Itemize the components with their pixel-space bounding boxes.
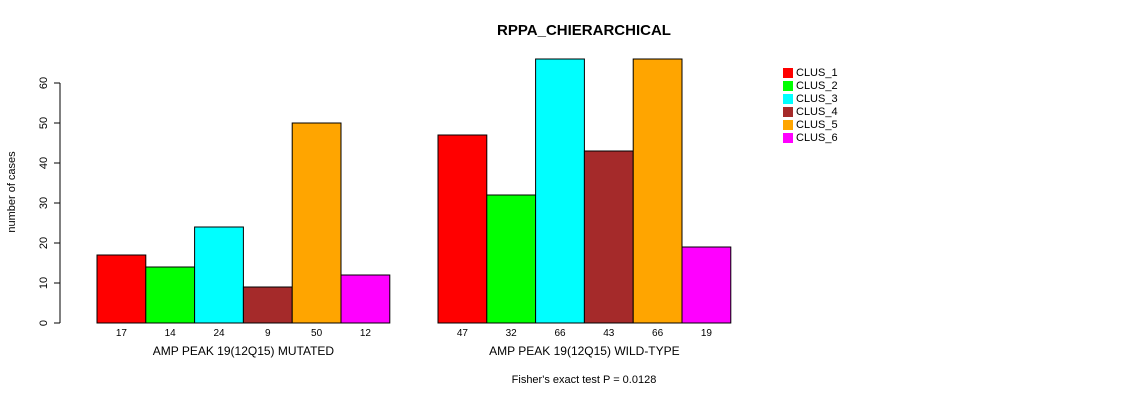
legend-label: CLUS_3: [796, 92, 838, 105]
fisher-test-annotation: Fisher's exact test P = 0.0128: [512, 374, 657, 386]
bar-value-label: 47: [457, 328, 469, 339]
bar-value-label: 19: [701, 328, 713, 339]
chart-title: RPPA_CHIERARCHICAL: [497, 22, 671, 39]
bar-clus-2-group-2: [486, 194, 537, 324]
y-axis: 0 10 20 30 40 50 60: [38, 77, 61, 326]
legend-swatch: [783, 106, 793, 117]
bar-clus-3-group-2: [535, 58, 585, 324]
y-tick-label: 0: [38, 320, 50, 326]
bar-clus-6-group-1: [340, 274, 391, 324]
bar-clus-2-group-1: [145, 266, 196, 324]
y-tick-label: 50: [38, 117, 50, 129]
x-labels-group: 17 14 24 9 50 12 AMP PEAK 19(12Q15) MUTATED 47 3…: [116, 328, 713, 358]
legend-item-clus-5: CLUS_5: [783, 118, 838, 131]
legend-swatch: [783, 80, 793, 91]
legend-item-clus-6: CLUS_6: [783, 131, 838, 144]
legend-item-clus-3: CLUS_3: [783, 92, 838, 105]
legend-item-clus-2: CLUS_2: [783, 79, 838, 92]
bar-clus-4-group-1: [242, 286, 293, 324]
legend-label: CLUS_1: [796, 66, 838, 79]
group-label-1: AMP PEAK 19(12Q15) MUTATED: [153, 344, 335, 358]
bar-clus-4-group-2: [583, 150, 634, 324]
legend-label: CLUS_2: [796, 79, 838, 92]
legend-item-clus-1: CLUS_1: [783, 66, 838, 79]
bar-clus-1-group-1: [96, 254, 147, 324]
y-axis-label: number of cases: [6, 151, 18, 233]
bar-clus-1-group-2: [437, 134, 488, 324]
bar-value-label: 43: [603, 328, 615, 339]
y-tick-label: 30: [38, 197, 50, 209]
legend-swatch: [783, 132, 793, 143]
legend-label: CLUS_6: [796, 131, 838, 144]
bar-value-label: 66: [652, 328, 664, 339]
y-tick-label: 40: [38, 157, 50, 169]
bar-clus-3-group-1: [194, 226, 244, 324]
bar-value-label: 32: [506, 328, 518, 339]
legend-swatch: [783, 67, 793, 78]
bar-value-label: 12: [360, 328, 372, 339]
bar-value-label: 14: [165, 328, 177, 339]
bars-group: [96, 58, 732, 324]
bar-value-label: 17: [116, 328, 128, 339]
bar-clus-5-group-1: [291, 122, 342, 324]
y-tick-label: 10: [38, 277, 50, 289]
legend-swatch: [783, 93, 793, 104]
y-tick-label: 20: [38, 237, 50, 249]
bar-clus-6-group-2: [681, 246, 732, 324]
bar-value-label: 9: [265, 328, 271, 339]
bar-value-label: 66: [554, 328, 566, 339]
legend-label: CLUS_4: [796, 105, 838, 118]
y-tick-label: 60: [38, 77, 50, 89]
bar-value-label: 24: [213, 328, 225, 339]
legend-item-clus-4: CLUS_4: [783, 105, 838, 118]
bar-clus-5-group-2: [632, 58, 683, 324]
legend-label: CLUS_5: [796, 118, 838, 131]
legend: CLUS_1 CLUS_2 CLUS_3 CLUS_4 CLUS_5 CLUS_6: [783, 66, 838, 144]
legend-swatch: [783, 119, 793, 130]
group-label-2: AMP PEAK 19(12Q15) WILD-TYPE: [489, 344, 680, 358]
bar-value-label: 50: [311, 328, 323, 339]
